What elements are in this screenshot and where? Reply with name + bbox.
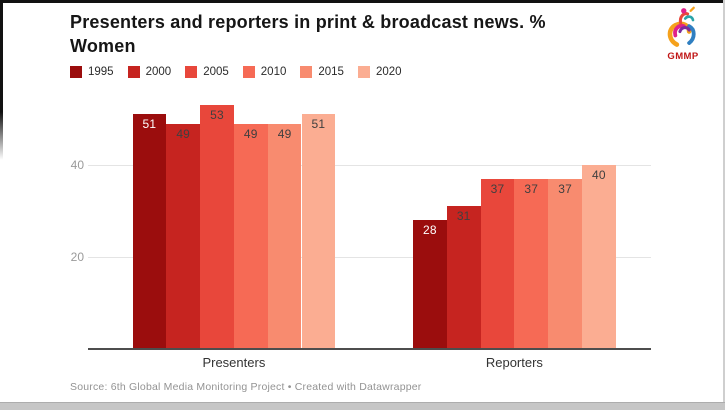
bar-value-label: 51: [142, 117, 157, 132]
bar: 40: [582, 165, 616, 349]
bar-value-label: 31: [456, 209, 471, 224]
bar-value-label: 40: [592, 168, 606, 182]
bar-value-label: 49: [277, 126, 292, 141]
legend-label: 2015: [318, 66, 344, 78]
bar: 37: [514, 178, 549, 349]
legend-label: 2020: [375, 66, 402, 78]
bar: 53: [200, 105, 234, 349]
left-border: [0, 0, 3, 160]
chart-legend: 1995 2000 2005 2010 2015 2020: [70, 66, 402, 78]
legend-item: 2015: [300, 66, 344, 78]
x-axis-line: [88, 348, 651, 350]
gmmp-logo: GMMP: [652, 6, 714, 68]
right-border: [723, 0, 725, 410]
bar: 51: [132, 114, 167, 349]
bar-value-label: 37: [490, 181, 505, 196]
legend-item: 1995: [70, 66, 114, 78]
source-note: Source: 6th Global Media Monitoring Proj…: [70, 381, 422, 393]
bar: 49: [267, 123, 302, 349]
legend-swatch: [70, 66, 82, 78]
bar: 28: [413, 220, 447, 349]
x-axis-category-label: Presenters: [202, 355, 266, 370]
gmmp-logo-icon: [667, 6, 696, 47]
legend-swatch: [185, 66, 198, 78]
bar: 31: [446, 206, 481, 349]
legend-swatch: [127, 66, 140, 78]
bar-value-label: 51: [311, 117, 326, 132]
gridline: [88, 257, 651, 258]
bar-value-label: 28: [423, 223, 437, 238]
chart-title: Presenters and reporters in print & broa…: [70, 12, 546, 56]
legend-swatch: [242, 66, 255, 78]
legend-item: 2005: [185, 66, 229, 78]
bar: 37: [548, 178, 582, 349]
legend-swatch: [357, 66, 370, 78]
bar-value-label: 37: [524, 181, 539, 196]
y-axis-tick-label: 40: [70, 158, 84, 172]
bar: 37: [480, 178, 515, 349]
legend-label: 2005: [203, 66, 229, 78]
bar: 49: [233, 123, 268, 349]
x-axis-category-label: Reporters: [485, 355, 543, 370]
legend-item: 2000: [127, 66, 172, 78]
top-border: [0, 0, 725, 3]
legend-label: 2000: [145, 66, 172, 78]
bar: 51: [301, 114, 336, 349]
bottom-border: [0, 402, 725, 410]
gmmp-logo-label: GMMP: [667, 51, 699, 62]
legend-item: 2010: [242, 66, 287, 78]
legend-swatch: [300, 66, 313, 78]
bar-value-label: 49: [243, 126, 258, 141]
y-axis-tick-label: 20: [70, 250, 84, 264]
legend-label: 1995: [88, 66, 114, 78]
gridline: [88, 165, 651, 166]
bar-value-label: 37: [558, 181, 572, 196]
bar: 49: [166, 123, 201, 349]
legend-item: 2020: [357, 66, 402, 78]
bar-value-label: 53: [210, 108, 224, 123]
legend-label: 2010: [260, 66, 287, 78]
bar-value-label: 49: [176, 126, 191, 141]
